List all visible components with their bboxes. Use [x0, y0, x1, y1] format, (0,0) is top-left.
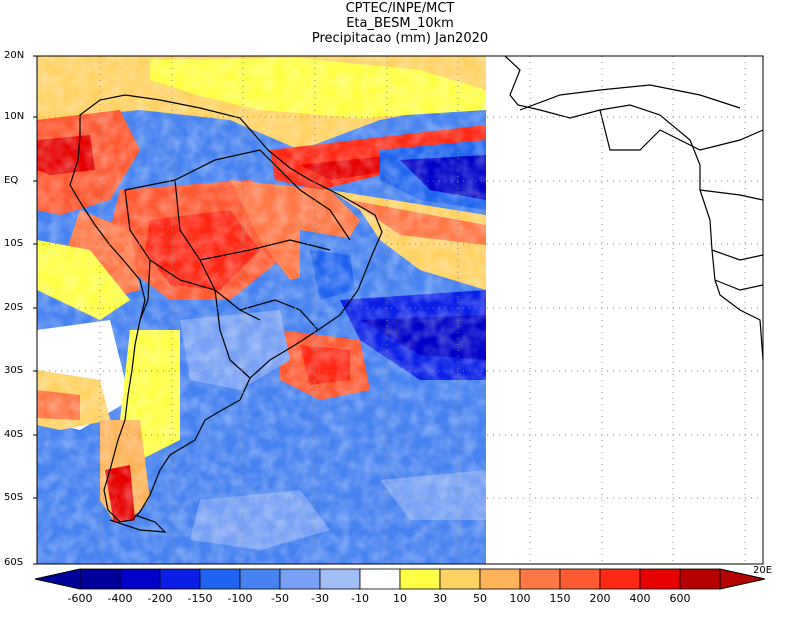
colorbar-tick-label: 150	[549, 592, 571, 605]
lat-label-20n: 20N	[4, 50, 25, 61]
colorbar-right-arrow	[719, 568, 766, 590]
lat-label-40s: 40S	[4, 429, 24, 440]
colorbar-swatch	[639, 568, 681, 590]
colorbar-tick-label: 30	[433, 592, 447, 605]
grid-lines	[37, 56, 763, 564]
colorbar-tick-label: -200	[147, 592, 173, 605]
colorbar-tick-label: 50	[473, 592, 487, 605]
colorbar-swatch	[599, 568, 641, 590]
colorbar-swatch	[239, 568, 281, 590]
colorbar-swatch	[199, 568, 241, 590]
colorbar-tick-label: -30	[311, 592, 329, 605]
lon-label-20e: 20E	[753, 565, 773, 576]
colorbar-swatch	[79, 568, 121, 590]
colorbar-tick-label: 10	[393, 592, 407, 605]
colorbar-swatch	[119, 568, 161, 590]
title-line-1: CPTEC/INPE/MCT	[345, 1, 455, 16]
lat-label-60s: 60S	[4, 557, 24, 568]
map-frame	[36, 55, 764, 565]
colorbar-swatch	[399, 568, 441, 590]
colorbar-tick-label: -150	[187, 592, 213, 605]
colorbar-swatch	[319, 568, 361, 590]
lat-label-20s: 20S	[4, 302, 24, 313]
colorbar-tick-label: 200	[589, 592, 611, 605]
colorbar-swatch	[279, 568, 321, 590]
colorbar-swatch	[519, 568, 561, 590]
colorbar	[34, 568, 766, 590]
lat-label-50s: 50S	[4, 492, 24, 503]
colorbar-left-arrow	[34, 568, 81, 590]
colorbar-swatch	[359, 568, 401, 590]
axis-ticks	[33, 55, 37, 565]
precipitation-field	[37, 56, 486, 564]
coastlines	[69, 55, 764, 533]
colorbar-swatch	[159, 568, 201, 590]
title-line-3: Precipitacao (mm) Jan2020	[311, 31, 489, 46]
colorbar-tick-label: -50	[271, 592, 289, 605]
colorbar-tick-label: 400	[629, 592, 651, 605]
lat-label-10n: 10N	[4, 111, 25, 122]
colorbar-swatch	[439, 568, 481, 590]
colorbar-swatch	[679, 568, 721, 590]
title-line-2: Eta_BESM_10km	[346, 16, 454, 31]
colorbar-tick-label: -400	[107, 592, 133, 605]
lat-label-30s: 30S	[4, 365, 24, 376]
colorbar-tick-label: -10	[351, 592, 369, 605]
colorbar-tick-label: -100	[227, 592, 253, 605]
lat-label-10s: 10S	[4, 238, 24, 249]
lat-label-eq: EQ	[4, 175, 19, 186]
colorbar-tick-label: 600	[669, 592, 691, 605]
colorbar-tick-label: 100	[509, 592, 531, 605]
colorbar-tick-label: -600	[67, 592, 93, 605]
colorbar-swatch	[559, 568, 601, 590]
colorbar-swatch	[479, 568, 521, 590]
